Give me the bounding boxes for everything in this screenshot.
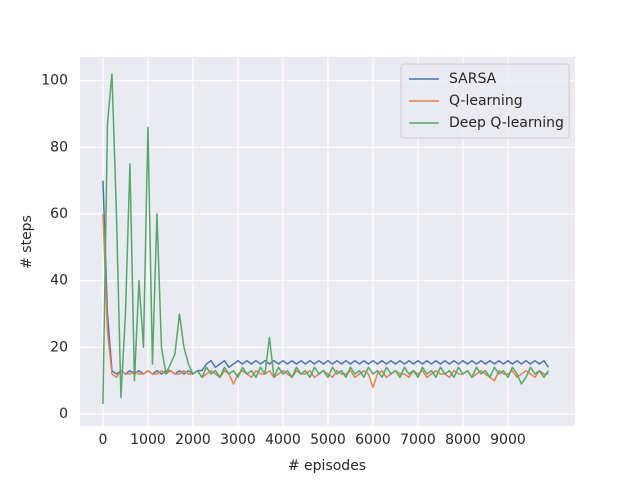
x-tick-label: 9000 <box>490 432 526 448</box>
y-axis-label: # steps <box>19 215 35 269</box>
y-tick-label: 20 <box>50 339 68 355</box>
x-axis-label: # episodes <box>288 458 366 474</box>
y-tick-label: 0 <box>59 406 68 422</box>
x-tick-label: 1000 <box>130 432 166 448</box>
legend-label: Deep Q-learning <box>449 115 564 131</box>
legend-box <box>400 63 570 139</box>
x-tick-label: 0 <box>98 432 107 448</box>
series-line <box>102 73 550 405</box>
x-tick-label: 8000 <box>445 432 481 448</box>
x-tick-label: 2000 <box>175 432 211 448</box>
y-tick-label: 40 <box>50 273 68 289</box>
legend-label: Q-learning <box>449 93 523 109</box>
x-tick-label: 6000 <box>355 432 391 448</box>
x-tick-label: 4000 <box>265 432 301 448</box>
y-tick-label: 100 <box>41 73 68 89</box>
series-line <box>102 180 550 375</box>
y-tick-label: 60 <box>50 206 68 222</box>
series-line <box>102 213 549 389</box>
legend-label: SARSA <box>449 71 497 87</box>
x-tick-label: 3000 <box>220 432 256 448</box>
y-tick-label: 80 <box>50 139 68 155</box>
x-tick-label: 7000 <box>400 432 436 448</box>
x-tick-label: 5000 <box>310 432 346 448</box>
